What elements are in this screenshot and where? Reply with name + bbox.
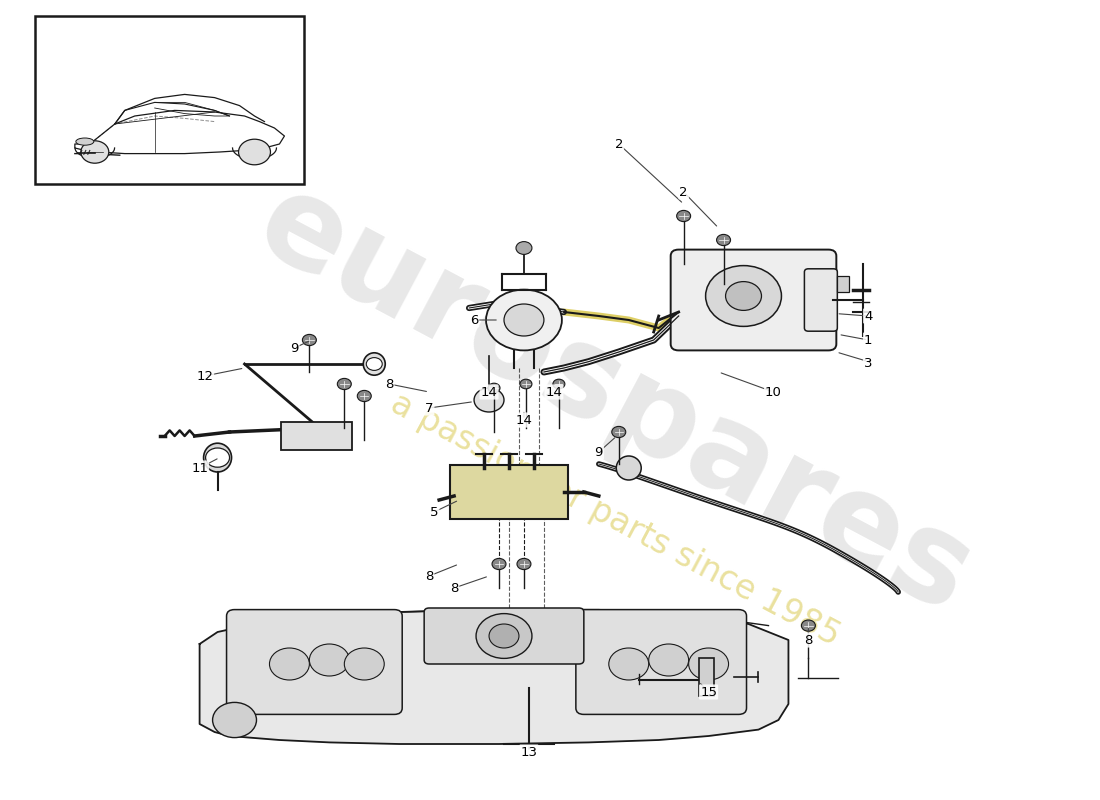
Text: 4: 4 xyxy=(865,310,872,322)
Text: 3: 3 xyxy=(864,358,872,370)
Text: 12: 12 xyxy=(196,370,213,382)
Text: 9: 9 xyxy=(290,342,298,354)
Ellipse shape xyxy=(76,138,94,146)
Circle shape xyxy=(492,558,506,570)
Circle shape xyxy=(649,644,689,676)
Circle shape xyxy=(608,648,649,680)
Circle shape xyxy=(520,379,532,389)
Circle shape xyxy=(676,210,691,222)
Text: 15: 15 xyxy=(700,686,717,698)
Circle shape xyxy=(309,644,350,676)
Circle shape xyxy=(726,282,761,310)
Text: 5: 5 xyxy=(430,506,439,518)
Text: 14: 14 xyxy=(546,386,562,398)
Text: 1: 1 xyxy=(864,334,872,346)
FancyBboxPatch shape xyxy=(698,658,714,696)
Circle shape xyxy=(239,139,271,165)
FancyBboxPatch shape xyxy=(576,610,747,714)
Circle shape xyxy=(212,702,256,738)
Circle shape xyxy=(476,614,532,658)
FancyBboxPatch shape xyxy=(425,608,584,664)
Circle shape xyxy=(206,448,230,467)
Text: 8: 8 xyxy=(804,634,813,646)
Circle shape xyxy=(504,304,543,336)
Text: 2: 2 xyxy=(680,186,688,198)
Circle shape xyxy=(270,648,309,680)
Bar xyxy=(837,276,849,292)
Circle shape xyxy=(612,426,626,438)
Circle shape xyxy=(517,558,531,570)
Circle shape xyxy=(80,141,109,163)
Circle shape xyxy=(358,390,372,402)
Text: eurospares: eurospares xyxy=(238,161,992,639)
Text: 6: 6 xyxy=(470,314,478,326)
Circle shape xyxy=(553,379,565,389)
Circle shape xyxy=(474,388,504,412)
Text: 14: 14 xyxy=(481,386,497,398)
Text: 13: 13 xyxy=(520,746,538,758)
Text: 2: 2 xyxy=(615,138,623,150)
Text: 11: 11 xyxy=(191,462,208,474)
Polygon shape xyxy=(199,610,789,744)
Text: 8: 8 xyxy=(425,570,433,582)
FancyBboxPatch shape xyxy=(227,610,403,714)
Text: a passion for parts since 1985: a passion for parts since 1985 xyxy=(385,387,845,653)
FancyBboxPatch shape xyxy=(35,16,305,184)
Ellipse shape xyxy=(616,456,641,480)
Text: 14: 14 xyxy=(516,414,532,426)
Text: 9: 9 xyxy=(595,446,603,458)
Text: 10: 10 xyxy=(764,386,782,398)
Ellipse shape xyxy=(204,443,231,472)
FancyBboxPatch shape xyxy=(282,422,352,450)
Circle shape xyxy=(689,648,728,680)
Circle shape xyxy=(490,624,519,648)
Circle shape xyxy=(488,383,501,393)
FancyBboxPatch shape xyxy=(804,269,837,331)
Circle shape xyxy=(705,266,781,326)
FancyBboxPatch shape xyxy=(450,465,568,519)
Circle shape xyxy=(516,242,532,254)
Circle shape xyxy=(338,378,351,390)
FancyBboxPatch shape xyxy=(671,250,836,350)
Circle shape xyxy=(344,648,384,680)
Circle shape xyxy=(366,358,382,370)
Circle shape xyxy=(802,620,815,631)
Circle shape xyxy=(716,234,730,246)
Ellipse shape xyxy=(363,353,385,375)
Text: 7: 7 xyxy=(425,402,433,414)
Circle shape xyxy=(486,290,562,350)
Text: 8: 8 xyxy=(385,378,394,390)
Circle shape xyxy=(302,334,317,346)
Text: 8: 8 xyxy=(450,582,459,594)
